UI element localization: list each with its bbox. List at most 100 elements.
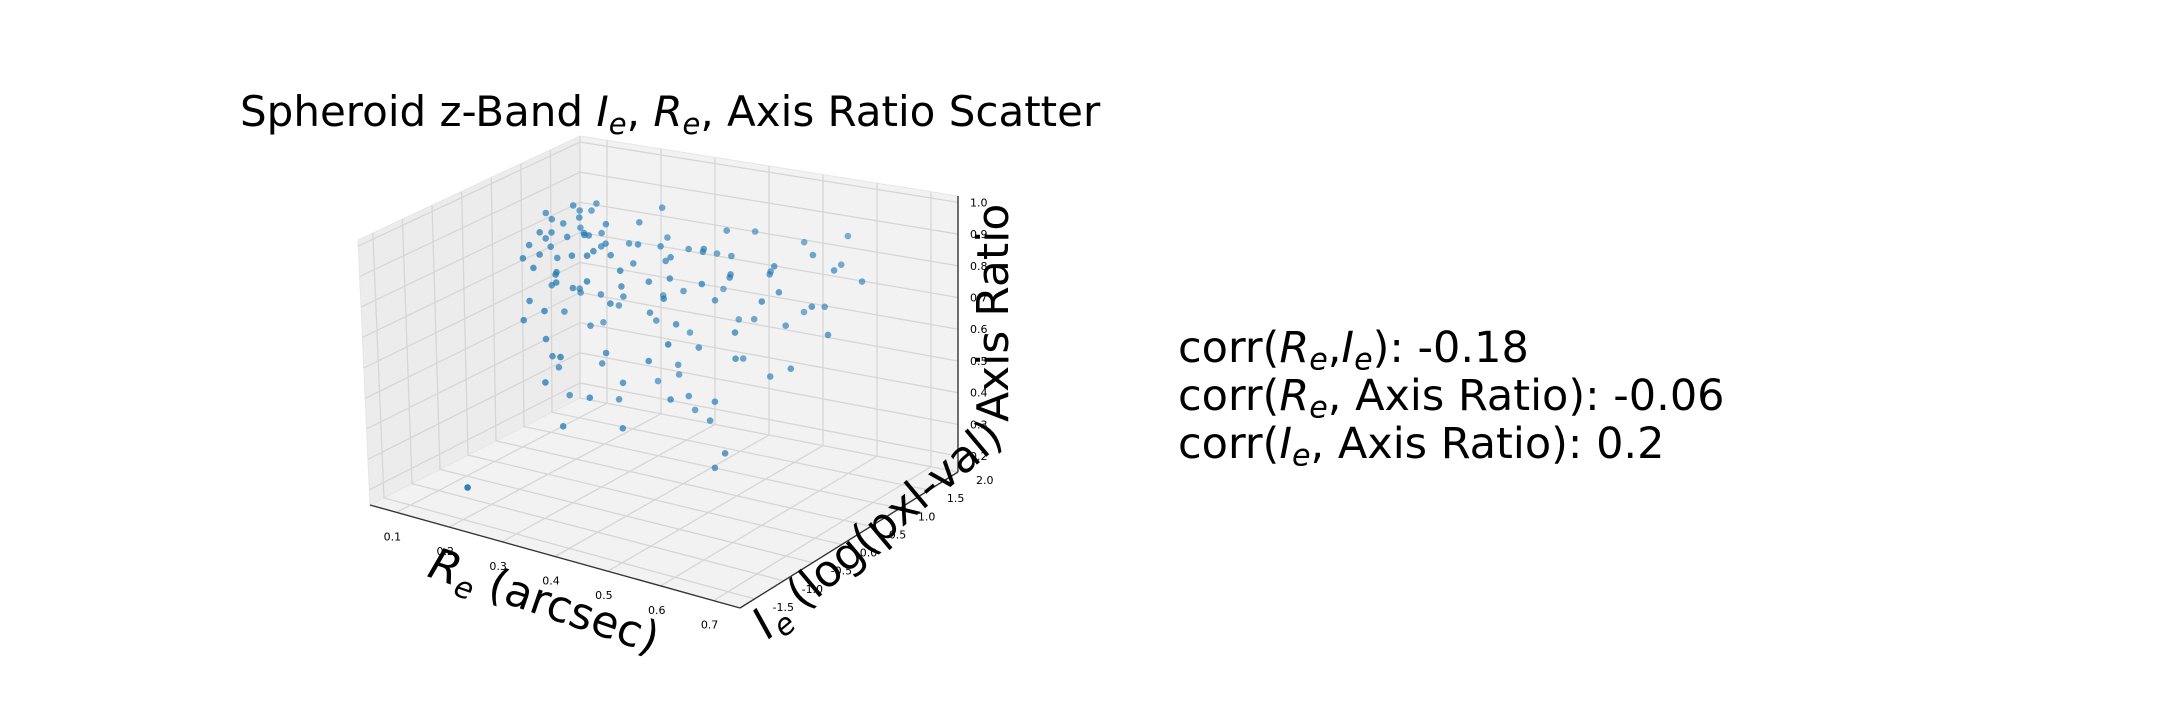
data-point — [782, 322, 789, 330]
z-grid-line — [360, 201, 959, 308]
z-tick-label: 0.9 — [970, 228, 988, 241]
z-grid-line — [359, 171, 959, 278]
data-point — [552, 271, 559, 278]
data-point — [657, 243, 664, 250]
z-tick-label: 0.6 — [970, 323, 988, 336]
y-grid-line — [579, 136, 959, 473]
data-point — [580, 229, 588, 237]
z-grid-line — [366, 322, 959, 430]
data-point — [520, 316, 527, 324]
corr-prefix: corr( — [1178, 371, 1280, 421]
data-point — [824, 331, 832, 339]
data-point — [557, 353, 564, 361]
data-point — [698, 280, 706, 288]
data-point — [542, 235, 549, 242]
x-tick-label: 0.6 — [648, 604, 666, 617]
grid-lines — [357, 136, 959, 602]
z-grid-line — [367, 352, 959, 460]
data-point — [536, 229, 543, 236]
data-point — [577, 224, 584, 231]
data-point — [549, 352, 556, 360]
ie-symbol: I — [1279, 419, 1293, 469]
correlation-annotations: corr(Re,Ie): -0.18 corr(Re, Axis Ratio):… — [1178, 323, 1725, 471]
y-grid-line — [372, 233, 755, 600]
y-grid-line — [490, 177, 871, 528]
data-point — [666, 275, 674, 282]
data-point — [711, 297, 719, 304]
data-point — [588, 207, 595, 214]
data-point — [686, 329, 694, 336]
z-tick-label: 0.7 — [970, 292, 988, 305]
data-point — [636, 219, 643, 226]
z-tick-label: 0.3 — [970, 418, 988, 431]
data-point — [731, 329, 739, 336]
y-tick-label: 2.0 — [976, 474, 994, 487]
data-point — [713, 250, 721, 257]
data-point — [519, 254, 527, 262]
data-point — [691, 406, 699, 414]
data-point — [568, 252, 576, 259]
x-tick-labels: 0.1 0.2 0.3 0.4 0.5 0.6 0.7 — [384, 530, 719, 631]
data-point — [559, 220, 567, 227]
data-point — [766, 373, 774, 380]
corr-value: , Axis Ratio): 0.2 — [1310, 419, 1665, 469]
data-point — [569, 202, 577, 209]
data-point — [821, 303, 828, 311]
data-point — [685, 392, 693, 400]
data-point — [525, 241, 533, 249]
x-tick-label: 0.7 — [701, 619, 719, 632]
data-point — [770, 263, 778, 270]
data-point — [664, 234, 671, 241]
z-tick-label: 0.8 — [970, 260, 988, 273]
z-axis-label: Axis Ratio — [968, 204, 1019, 422]
ie-subscript: e — [1292, 438, 1311, 474]
re-subscript: e — [1309, 390, 1328, 426]
data-point — [576, 214, 583, 221]
data-point — [660, 295, 667, 303]
data-point — [593, 200, 600, 207]
y-tick-label: 0.0 — [860, 547, 878, 560]
data-point — [723, 227, 730, 234]
data-point — [586, 394, 594, 402]
z-grid-line — [369, 382, 959, 491]
data-point — [800, 238, 808, 246]
re-symbol: R — [1279, 371, 1310, 421]
title-ie-symbol: I — [596, 87, 608, 136]
data-point — [618, 283, 625, 290]
data-point — [653, 317, 660, 324]
data-point — [566, 391, 573, 399]
data-point — [844, 232, 852, 240]
data-point — [563, 233, 571, 241]
z-tick-label: 0.2 — [970, 450, 988, 463]
data-point — [711, 398, 719, 406]
data-points — [464, 200, 866, 491]
corr-re-ie: corr(Re,Ie): -0.18 — [1178, 323, 1725, 375]
data-point — [607, 300, 614, 307]
data-point — [634, 241, 642, 248]
data-point — [536, 251, 543, 258]
z-tick-label: 0.4 — [970, 387, 988, 400]
y-grid-line — [460, 191, 842, 546]
data-point — [561, 308, 568, 315]
y-grid-line — [401, 219, 784, 582]
data-point — [541, 307, 548, 315]
data-point — [616, 267, 624, 275]
data-point — [721, 450, 729, 457]
corr-comma: , — [1327, 323, 1342, 373]
x-tick-label: 0.4 — [542, 575, 560, 588]
data-point — [787, 365, 795, 373]
corr-prefix: corr( — [1178, 419, 1280, 469]
data-point — [559, 423, 567, 430]
data-point — [569, 284, 577, 292]
z-tick-label: 1.0 — [970, 196, 988, 209]
data-point — [464, 484, 471, 491]
data-point — [590, 247, 597, 255]
data-point — [542, 335, 550, 343]
chart-title: Spheroid z-Band Ie, Re, Axis Ratio Scatt… — [240, 87, 1101, 141]
y-tick-label: 1.0 — [918, 510, 936, 523]
data-point — [750, 315, 758, 323]
data-point — [576, 285, 583, 293]
data-point — [583, 252, 591, 259]
data-point — [554, 254, 561, 262]
data-point — [667, 253, 674, 261]
